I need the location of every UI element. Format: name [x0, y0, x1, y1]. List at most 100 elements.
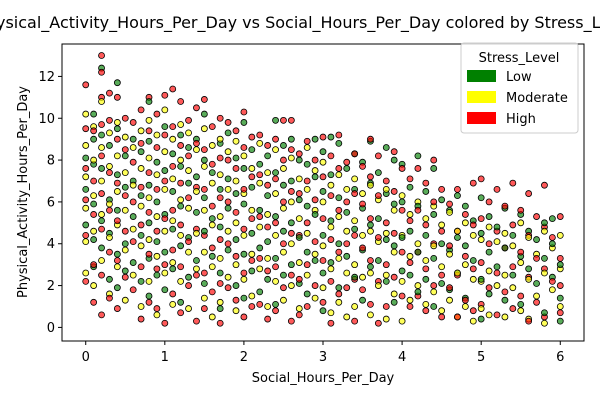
point-moderate	[343, 227, 351, 235]
point-moderate	[224, 185, 232, 193]
point-low	[548, 215, 556, 223]
point-high	[193, 271, 200, 279]
x-axis-ticks: 0 1 2 3 4 5 6	[82, 341, 564, 365]
point-high	[485, 284, 493, 292]
point-high	[461, 296, 469, 304]
point-low	[177, 131, 185, 139]
point-low	[438, 196, 446, 204]
point-moderate	[414, 240, 422, 248]
point-high	[90, 177, 98, 185]
point-high	[367, 257, 374, 264]
point-moderate	[200, 125, 208, 133]
legend-box	[460, 42, 579, 134]
point-high	[232, 296, 240, 304]
point-moderate	[327, 181, 335, 189]
point-moderate	[327, 265, 335, 273]
point-low	[343, 165, 351, 172]
point-high	[169, 290, 177, 298]
point-high	[177, 263, 185, 271]
point-low	[374, 215, 382, 223]
point-low	[390, 298, 398, 306]
point-high	[272, 135, 279, 143]
point-moderate	[113, 152, 121, 160]
point-high	[398, 206, 406, 214]
point-high	[422, 265, 430, 273]
point-moderate	[240, 275, 248, 283]
point-moderate	[256, 265, 264, 273]
point-low	[248, 267, 256, 275]
point-moderate	[367, 227, 374, 235]
point-high	[335, 165, 343, 172]
point-high	[161, 215, 169, 223]
point-high	[382, 177, 390, 185]
point-high	[208, 202, 216, 210]
point-moderate	[501, 313, 509, 321]
point-low	[525, 265, 533, 273]
point-low	[216, 305, 224, 312]
x-tick-label: 1	[161, 350, 169, 365]
point-high	[287, 116, 295, 124]
point-high	[240, 144, 248, 151]
point-moderate	[264, 211, 272, 218]
point-low	[319, 188, 327, 195]
point-high	[200, 269, 208, 277]
point-high	[422, 221, 430, 229]
point-moderate	[556, 231, 564, 239]
point-low	[272, 300, 279, 308]
point-moderate	[169, 175, 177, 183]
point-low	[208, 252, 216, 260]
point-high	[390, 148, 398, 156]
point-moderate	[161, 227, 169, 235]
legend-swatch-high	[467, 112, 496, 124]
point-low	[477, 194, 485, 202]
point-moderate	[335, 213, 343, 220]
point-low	[398, 198, 406, 206]
point-moderate	[509, 284, 517, 292]
point-low	[208, 169, 216, 177]
point-moderate	[525, 234, 533, 241]
point-low	[193, 257, 200, 264]
point-high	[556, 309, 564, 317]
point-low	[113, 284, 121, 292]
point-high	[153, 265, 161, 273]
point-high	[248, 173, 256, 181]
point-high	[485, 198, 493, 206]
point-low	[351, 273, 359, 281]
point-moderate	[477, 236, 485, 243]
point-high	[287, 271, 295, 279]
point-moderate	[533, 292, 540, 300]
y-tick-label: 6	[47, 195, 55, 210]
point-high	[390, 229, 398, 237]
point-high	[98, 225, 105, 233]
point-moderate	[335, 254, 343, 262]
point-high	[477, 259, 485, 266]
point-moderate	[272, 231, 279, 239]
point-low	[414, 248, 422, 256]
point-moderate	[216, 254, 224, 262]
point-low	[509, 231, 517, 239]
point-high	[343, 158, 351, 166]
point-moderate	[327, 309, 335, 317]
point-high	[240, 108, 248, 116]
point-moderate	[185, 204, 192, 212]
point-moderate	[556, 303, 564, 310]
point-moderate	[232, 177, 240, 185]
point-high	[374, 319, 382, 327]
point-low	[556, 317, 564, 325]
point-high	[264, 223, 272, 231]
point-high	[367, 135, 374, 143]
point-high	[256, 131, 264, 139]
point-moderate	[98, 211, 105, 218]
point-high	[311, 196, 319, 204]
point-high	[145, 169, 153, 177]
point-high	[351, 150, 359, 158]
point-low	[374, 169, 382, 177]
point-low	[153, 158, 161, 166]
point-moderate	[541, 269, 548, 277]
point-high	[493, 311, 501, 319]
point-high	[106, 116, 113, 124]
point-low	[509, 271, 517, 279]
point-high	[106, 169, 113, 177]
point-high	[256, 213, 264, 220]
point-high	[422, 307, 430, 315]
